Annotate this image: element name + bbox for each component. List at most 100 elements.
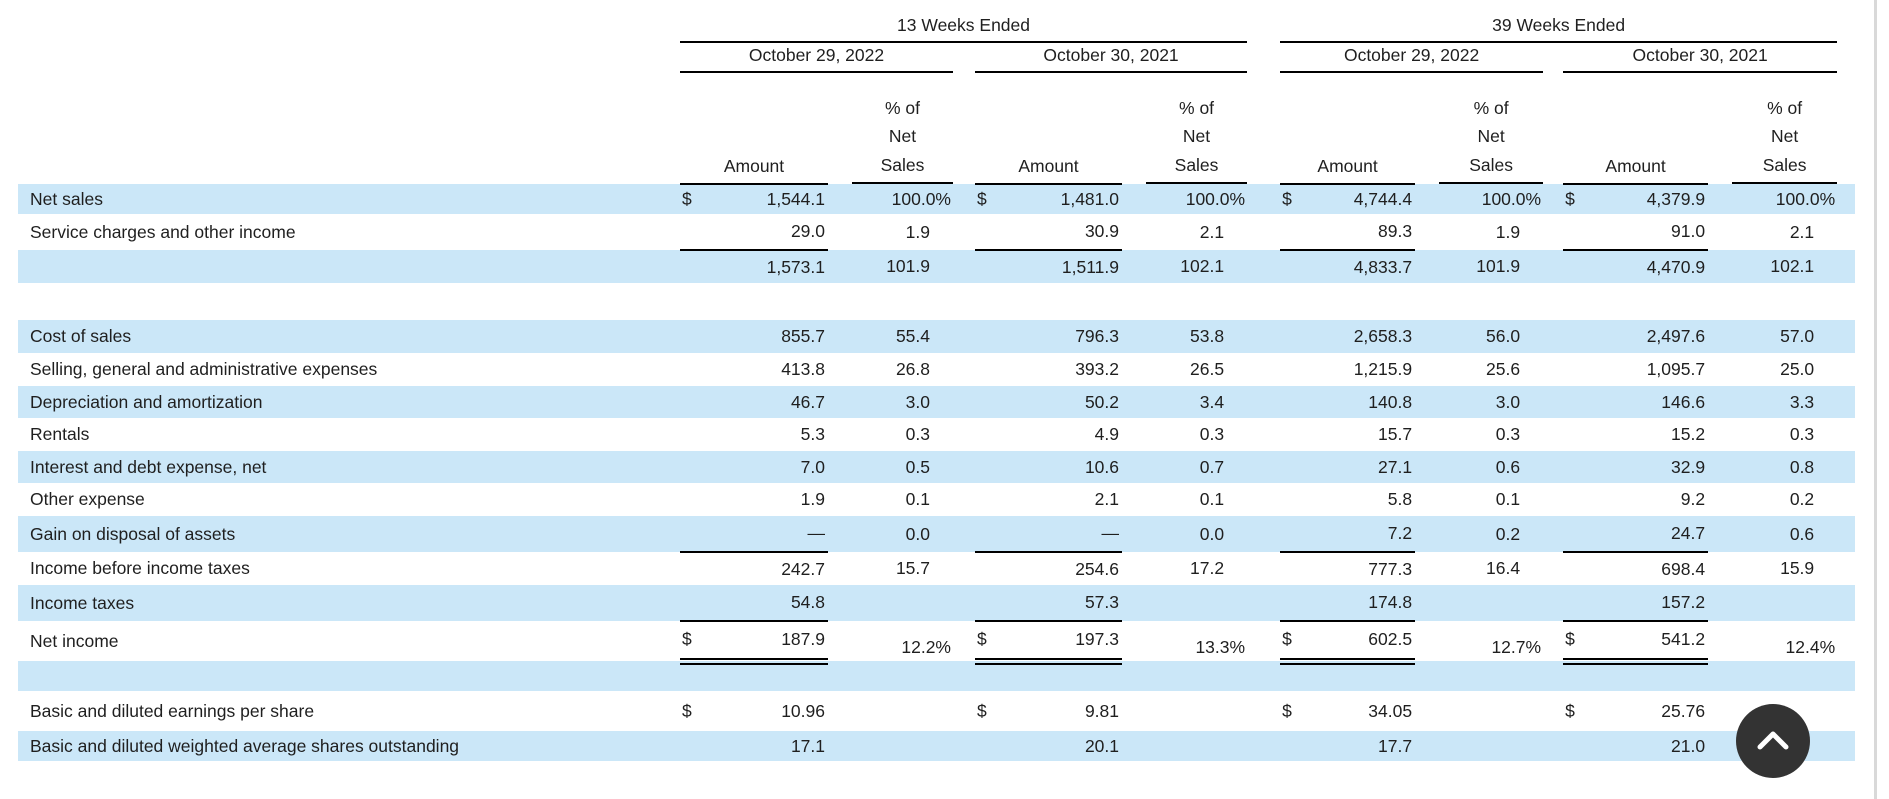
amount-value: — <box>1003 516 1122 553</box>
amount-value: 57.3 <box>1003 585 1122 622</box>
dollar-sign <box>975 585 1003 622</box>
net-header: Net <box>1771 126 1799 146</box>
amount-value: 7.0 <box>708 451 828 483</box>
dollar-sign <box>1563 483 1591 516</box>
table-row: Selling, general and administrative expe… <box>18 353 1855 386</box>
percent-value: 100.0% <box>1415 184 1544 214</box>
amount-value: 413.8 <box>781 359 825 379</box>
percent-value: 55.4 <box>828 320 953 353</box>
column-gap <box>953 386 975 418</box>
percent-value: 2.1 <box>1199 221 1225 242</box>
amount-value: 1,544.1 <box>708 184 828 214</box>
column-gap <box>1543 320 1564 353</box>
pct-of-header: % of <box>884 98 921 118</box>
dollar-sign: $ <box>1565 700 1575 721</box>
column-group-39-weeks: 39 Weeks Ended <box>1280 4 1838 43</box>
column-gap <box>1543 621 1563 661</box>
row-tail <box>1837 386 1856 418</box>
amount-header: Amount <box>975 151 1122 185</box>
amount-value: 91.0 <box>1591 214 1709 251</box>
table-row: Income before income taxes 242.7 15.7 254.6… <box>18 552 1855 585</box>
dollar-sign <box>975 451 1003 483</box>
percent-value: 0.3 <box>1199 424 1225 444</box>
column-gap <box>953 418 975 451</box>
amount-value: 46.7 <box>708 386 828 418</box>
amount-value: 1,481.0 <box>1003 184 1122 214</box>
amount-value: 5.8 <box>1387 489 1413 509</box>
dollar-sign <box>975 516 1003 553</box>
row-tail <box>1837 320 1856 353</box>
column-gap <box>1247 691 1280 731</box>
date-header: October 29, 2022 <box>1280 42 1544 73</box>
dollar-sign <box>680 483 708 516</box>
percent-value: 0.3 <box>905 424 930 444</box>
amount-value: 393.2 <box>1075 359 1119 379</box>
pct-of-header: % of <box>1473 98 1509 118</box>
blank-row <box>18 661 1856 691</box>
row-tail <box>1837 552 1855 585</box>
sales-header: Sales <box>828 151 953 184</box>
column-gap <box>953 691 975 731</box>
amount-value: 50.2 <box>1003 386 1122 418</box>
dollar-sign <box>1280 731 1309 761</box>
dollar-sign <box>1280 552 1308 585</box>
amount-value: 24.7 <box>1591 516 1709 553</box>
dollar-sign: $ <box>680 184 708 214</box>
percent-value: 102.1 <box>1708 250 1838 283</box>
amount-value: 187.9 <box>708 621 828 665</box>
percent-value: 16.4 <box>1486 558 1521 578</box>
percent-value: 101.9 <box>1415 250 1544 283</box>
percent-value: 12.7% <box>1491 636 1542 657</box>
dollar-sign: $ <box>1563 621 1592 665</box>
percent-value: 0.1 <box>1199 489 1225 509</box>
dollar-sign <box>680 516 708 553</box>
percent-value: 0.3 <box>1789 424 1815 444</box>
dollar-sign: $ <box>977 700 987 721</box>
scroll-to-top-button[interactable] <box>1736 704 1810 778</box>
dollar-sign <box>975 483 1003 516</box>
amount-value: 15.7 <box>1378 424 1413 444</box>
percent-value: 26.8 <box>895 359 930 379</box>
percent-value: 102.1 <box>1122 250 1248 283</box>
row-tail <box>1837 451 1856 483</box>
amount-value: 602.5 <box>1308 621 1416 665</box>
amount-value: — <box>708 516 828 553</box>
row-label: Service charges and other income <box>30 221 296 242</box>
column-gap <box>1247 516 1281 552</box>
income-statement-table: 13 Weeks Ended 39 Weeks Ended October 29… <box>18 4 1856 761</box>
column-gap <box>1543 184 1564 214</box>
dollar-sign <box>680 386 708 418</box>
dollar-sign: $ <box>1280 184 1309 214</box>
column-gap <box>1247 418 1280 451</box>
column-gap <box>1543 552 1563 585</box>
column-gap <box>1247 731 1281 761</box>
dollar-sign <box>1563 214 1592 251</box>
dollar-sign <box>1563 386 1592 418</box>
pct-header-line1-row: % of % of % of % of <box>18 72 1855 122</box>
column-gap <box>953 621 975 661</box>
amount-value: 20.1 <box>1003 731 1122 761</box>
percent-value: 25.6 <box>1486 359 1521 379</box>
column-gap <box>1247 451 1281 483</box>
dollar-sign <box>1280 250 1309 283</box>
table-row: Gain on disposal of assets —0.0—0.0 7.2 0.2… <box>18 516 1856 553</box>
column-gap <box>1247 386 1281 418</box>
percent-value <box>828 585 953 621</box>
column-gap <box>953 250 975 283</box>
weeks-ended-row: 13 Weeks Ended 39 Weeks Ended <box>18 4 1855 43</box>
date-header: October 30, 2021 <box>975 42 1248 73</box>
column-gap <box>953 451 975 483</box>
amount-value: 157.2 <box>1591 585 1709 622</box>
column-gap <box>1543 214 1563 250</box>
percent-value: 13.3% <box>1195 636 1246 657</box>
scrollbar[interactable] <box>1874 0 1877 799</box>
column-gap <box>1247 353 1280 386</box>
dollar-sign <box>1563 353 1591 386</box>
net-header: Net <box>1182 126 1211 146</box>
amount-value: 698.4 <box>1661 558 1706 579</box>
chevron-up-icon <box>1757 731 1789 750</box>
percent-value: 3.4 <box>1122 386 1248 418</box>
sales-header: Sales <box>1122 151 1248 184</box>
percent-value: 25.0 <box>1780 359 1815 379</box>
percent-value: 2.1 <box>1789 221 1815 242</box>
